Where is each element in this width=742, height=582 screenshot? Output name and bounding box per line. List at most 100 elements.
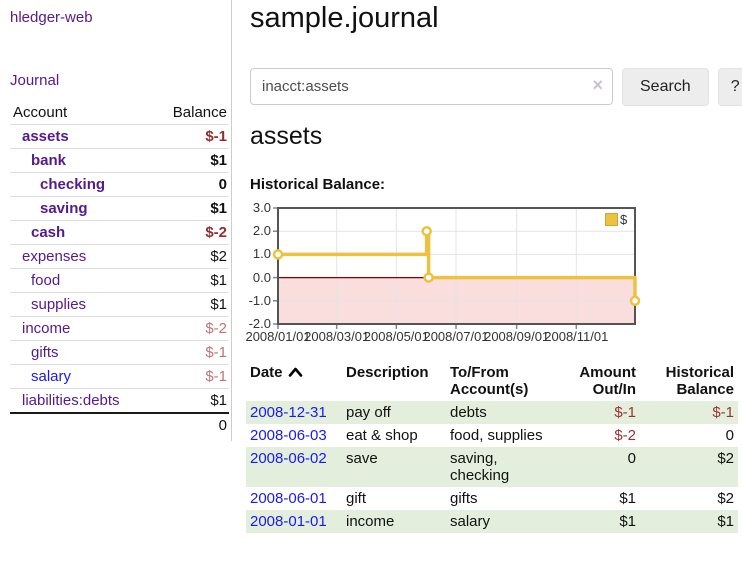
accounts-table: Account Balance assets $-1 bank $1 checking 0… [10, 100, 229, 437]
register-amount-cell: $-1 [614, 404, 636, 421]
account-link-expenses[interactable]: expenses [22, 248, 87, 265]
register-date-cell: 2008-01-01 [246, 510, 342, 533]
chart-canvas[interactable] [244, 200, 742, 350]
account-name-cell: checking [10, 172, 153, 197]
data-point-marker [272, 249, 284, 260]
register-date-link[interactable]: 2008-12-31 [250, 404, 327, 421]
account-balance: $-2 [152, 316, 229, 341]
account-row: income $-2 [10, 316, 229, 341]
register-date-cell: 2008-06-03 [246, 424, 342, 447]
account-name-cell: food [10, 268, 153, 293]
register-accounts-cell: food, supplies [450, 427, 543, 444]
register-balance-cell: 0 [725, 427, 734, 444]
search-input-wrap: × [250, 68, 613, 106]
clear-search-icon[interactable]: × [592, 75, 603, 95]
register-description-cell: eat & shop [346, 427, 418, 444]
account-balance: $-1 [152, 364, 229, 389]
register-header-date-label: Date [250, 364, 283, 381]
sidebar: hledger-web Journal Account Balance asse… [0, 0, 232, 441]
search-button[interactable]: Search [622, 68, 709, 106]
register-header-accounts: To/From Account(s) [450, 364, 529, 398]
account-name-cell: liabilities:debts [10, 388, 153, 414]
account-link-assets[interactable]: assets [22, 128, 69, 145]
account-link-income[interactable]: income [22, 320, 71, 337]
accounts-header-row: Account Balance [10, 100, 229, 125]
main-content: sample.journal × Search ? assets Histori… [244, 0, 742, 582]
account-row: supplies $1 [10, 292, 229, 317]
data-point-marker [423, 272, 434, 283]
account-row: cash $-2 [10, 220, 229, 245]
x-axis-tick-label: 2008/01/01 [245, 329, 311, 344]
account-balance: $1 [152, 388, 229, 414]
register-date-link[interactable]: 2008-06-01 [250, 490, 327, 507]
search-bar: × Search ? [250, 68, 742, 106]
account-balance: $-1 [152, 124, 229, 149]
account-balance: $1 [152, 268, 229, 293]
register-amount-cell: $1 [619, 490, 636, 507]
sidebar-item-journal[interactable]: Journal [10, 72, 60, 89]
page-title: sample.journal [250, 2, 439, 34]
data-point-marker [629, 295, 641, 307]
register-date-cell: 2008-06-02 [246, 447, 342, 487]
account-name-cell: saving [10, 196, 153, 221]
account-row: food $1 [10, 268, 229, 293]
x-axis-tick-label: 2008/11/01 [544, 329, 609, 344]
account-balance: $1 [152, 196, 229, 221]
register-row: 2008-06-01 gift gifts $1 $2 [246, 487, 738, 510]
register-accounts-cell: saving, checking [450, 450, 510, 484]
account-row: liabilities:debts $1 [10, 388, 229, 414]
register-row: 2008-12-31 pay off debts $-1 $-1 [246, 401, 738, 424]
account-name-cell: gifts [10, 340, 153, 365]
account-row: assets $-1 [10, 124, 229, 149]
y-axis-tick-label: -2.0 [248, 316, 271, 331]
plot-border [277, 207, 636, 325]
account-link-gifts[interactable]: gifts [31, 344, 59, 361]
sort-ascending-icon [288, 365, 303, 382]
account-balance: $2 [152, 244, 229, 269]
account-link-cash[interactable]: cash [31, 224, 66, 241]
x-axis-tick-label: 2008/05/01 [363, 329, 429, 344]
register-row: 2008-01-01 income salary $1 $1 [246, 510, 738, 533]
register-description-cell: income [346, 513, 395, 530]
register-description-cell: gift [346, 490, 367, 507]
register-balance-cell: $1 [717, 513, 734, 530]
historical-balance-chart[interactable]: $ 3.0 2.0 1.0 0.0 -1.0 -2.0 2008/01/01 2008/03/… [244, 200, 742, 350]
account-link-salary[interactable]: salary [31, 368, 72, 385]
account-balance: $1 [152, 148, 229, 173]
account-link-food[interactable]: food [31, 272, 61, 289]
account-name-cell: income [10, 316, 153, 341]
x-axis-tick-label: 2008/03/01 [304, 329, 370, 344]
account-name-cell: expenses [10, 244, 153, 269]
register-description-cell: save [346, 450, 378, 467]
help-button[interactable]: ? [717, 68, 742, 106]
y-axis-tick-label: 3.0 [252, 200, 271, 215]
register-date-link[interactable]: 2008-01-01 [250, 513, 327, 530]
x-axis-tick-label: 2008/09/01 [484, 329, 550, 344]
account-row: checking 0 [10, 172, 229, 197]
search-input[interactable] [250, 68, 613, 105]
register-date-link[interactable]: 2008-06-02 [250, 450, 327, 467]
register-header-row: Date Description To/From Account(s) Amou… [246, 361, 738, 401]
register-row: 2008-06-03 eat & shop food, supplies $-2 0 [246, 424, 738, 447]
register-balance-cell: $-1 [712, 404, 734, 421]
account-link-bank[interactable]: bank [31, 152, 67, 169]
account-balance: $1 [152, 292, 229, 317]
app-brand-link[interactable]: hledger-web [10, 9, 93, 26]
y-axis-tick-label: 1.0 [252, 246, 271, 262]
account-link-checking[interactable]: checking [40, 176, 106, 193]
register-header-date[interactable]: Date [246, 361, 342, 401]
register-accounts-cell: salary [450, 513, 491, 530]
register-date-cell: 2008-12-31 [246, 401, 342, 424]
accounts-header-balance: Balance [152, 100, 229, 125]
account-link-liabilities-debts[interactable]: liabilities:debts [22, 392, 120, 409]
register-amount-cell: $1 [619, 513, 636, 530]
register-row: 2008-06-02 save saving, checking 0 $2 [246, 447, 738, 487]
y-axis-tick-label: 0.0 [252, 269, 271, 285]
x-axis-tick-label: 2008/07/01 [423, 329, 489, 344]
register-header-balance: Historical Balance [665, 364, 734, 398]
register-description-cell: pay off [346, 404, 391, 421]
register-date-link[interactable]: 2008-06-03 [250, 427, 327, 444]
account-link-supplies[interactable]: supplies [31, 296, 87, 313]
account-link-saving[interactable]: saving [40, 200, 88, 217]
register-accounts-cell: gifts [450, 490, 478, 507]
